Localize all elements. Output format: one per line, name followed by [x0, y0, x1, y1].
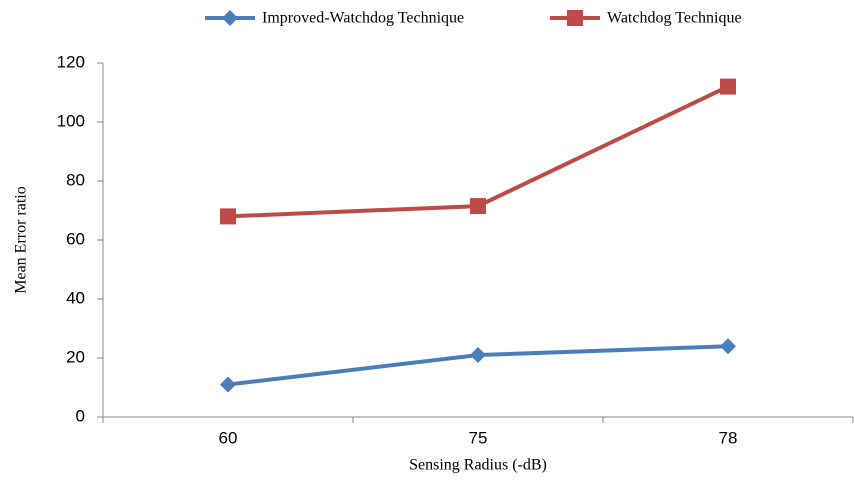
y-tick-label: 0	[76, 406, 85, 425]
legend-label: Improved-Watchdog Technique	[262, 10, 464, 27]
x-tick-label: 60	[219, 428, 238, 447]
y-tick-label: 80	[66, 170, 85, 189]
x-tick-label: 78	[719, 428, 738, 447]
data-point	[720, 78, 736, 95]
y-tick-label: 100	[57, 111, 85, 130]
x-axis-title: Sensing Radius (-dB)	[409, 457, 547, 474]
data-point	[470, 198, 486, 215]
y-tick-label: 60	[66, 229, 85, 248]
legend-marker	[222, 10, 238, 26]
data-point	[220, 208, 236, 225]
data-point	[220, 376, 236, 393]
y-tick-label: 40	[66, 288, 85, 307]
data-point	[470, 347, 486, 364]
y-tick-label: 120	[57, 52, 85, 71]
legend-label: Watchdog Technique	[607, 10, 742, 27]
series-line	[227, 84, 729, 219]
y-tick-label: 20	[66, 347, 85, 366]
x-tick-label: 75	[469, 428, 488, 447]
data-point	[720, 338, 736, 355]
y-axis-title: Mean Error ratio	[13, 186, 30, 294]
legend-marker	[567, 10, 583, 26]
